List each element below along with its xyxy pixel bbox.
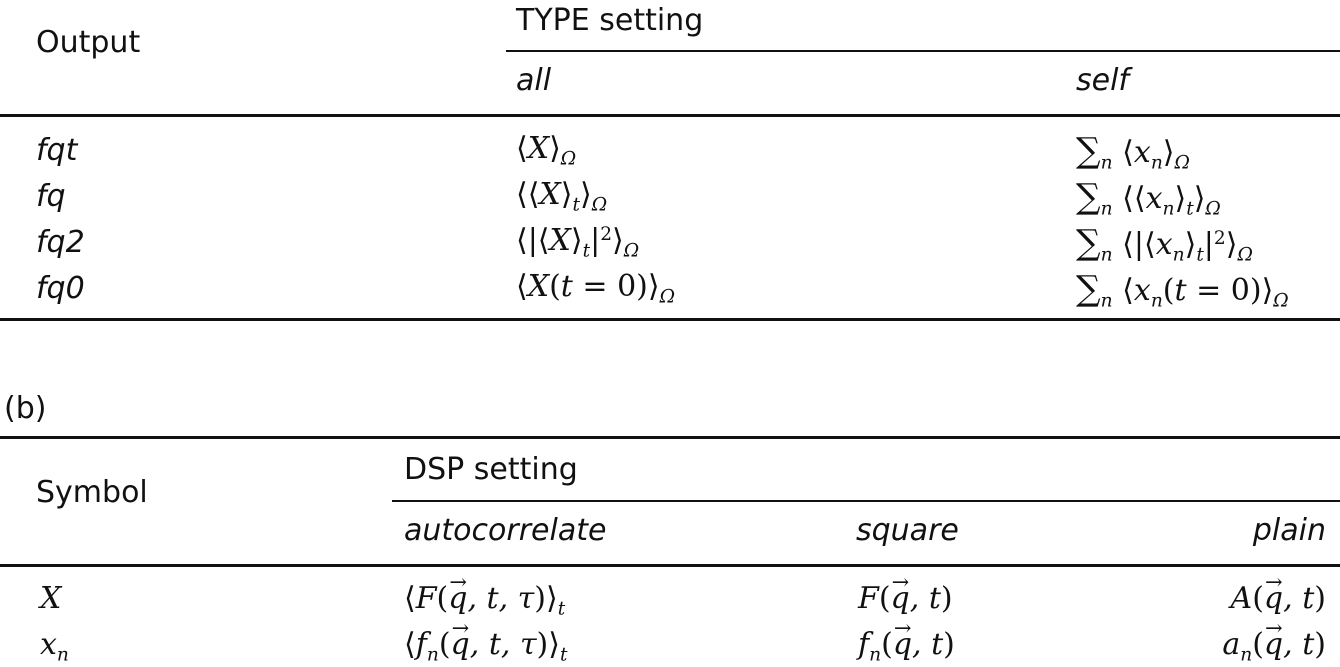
table-b-header-rule	[0, 564, 1340, 567]
table-a-cell-self: ∑n ⟨|⟨xn⟩t|2⟩Ω	[1076, 223, 1253, 266]
table-a-col-self: self	[1076, 63, 1129, 98]
table-b-row-key: xn	[40, 627, 69, 666]
table-a-col-all: all	[516, 63, 552, 98]
table-b-caption: (b)	[4, 391, 47, 426]
table-a-cell-self: ∑n ⟨⟨xn⟩t⟩Ω	[1076, 177, 1221, 220]
table-a-header-rule	[0, 114, 1340, 117]
table-b-col-square: square	[856, 513, 959, 548]
table-b-group-header: DSP setting	[404, 452, 578, 487]
table-a-row-key: fqt	[36, 133, 78, 168]
table-a-cell-self: ∑n ⟨xn⟩Ω	[1076, 131, 1190, 174]
table-a-cell-all: ⟨X⟩Ω	[516, 131, 577, 170]
table-b-cell-square: F(q, t)	[858, 572, 953, 614]
table-a-group-rule	[506, 50, 1340, 52]
table-a-cell-self: ∑n ⟨xn(t = 0)⟩Ω	[1076, 269, 1289, 312]
table-b-cell-square: fn(q, t)	[858, 618, 955, 664]
table-a-row-key: fq2	[36, 225, 85, 260]
table-b-row-key: X	[40, 581, 62, 616]
table-b-cell-plain: A(q, t)	[1231, 572, 1326, 614]
table-b-group-rule	[392, 500, 1340, 502]
table-b-row-label-header: Symbol	[36, 475, 148, 510]
table-b-top-rule	[0, 436, 1340, 439]
table-a-row-key: fq0	[36, 271, 85, 306]
table-a-row-label-header: Output	[36, 25, 141, 60]
table-a-row-key: fq	[36, 179, 66, 214]
table-b-col-plain: plain	[1252, 513, 1326, 548]
table-a-cell-all: ⟨X(t = 0)⟩Ω	[516, 269, 675, 308]
table-b-cell-autocorrelate: ⟨F(q, t, τ)⟩t	[404, 572, 565, 618]
table-a-cell-all: ⟨|⟨X⟩t|2⟩Ω	[516, 223, 640, 262]
table-a-cell-all: ⟨⟨X⟩t⟩Ω	[516, 177, 608, 216]
table-b-cell-autocorrelate: ⟨fn(q, t, τ)⟩t	[404, 618, 567, 664]
table-a-bottom-rule	[0, 318, 1340, 321]
table-b-cell-plain: an(q, t)	[1222, 618, 1326, 664]
table-a-group-header: TYPE setting	[516, 3, 704, 38]
table-b-col-autocorrelate: autocorrelate	[404, 513, 607, 548]
